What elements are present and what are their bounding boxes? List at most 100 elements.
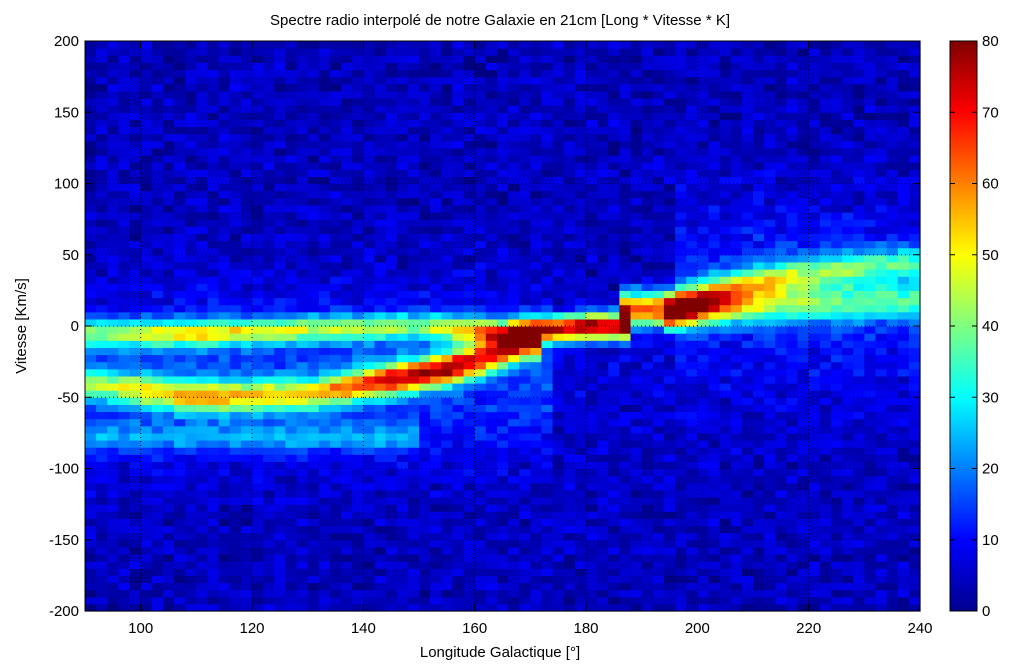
heatmap-cell bbox=[263, 504, 275, 512]
heatmap-cell bbox=[496, 283, 509, 291]
heatmap-cell bbox=[218, 596, 231, 605]
heatmap-cell bbox=[385, 390, 398, 398]
heatmap-cell bbox=[263, 518, 275, 527]
heatmap-cell bbox=[686, 354, 698, 363]
heatmap-cell bbox=[107, 383, 119, 391]
heatmap-cell bbox=[686, 596, 698, 605]
heatmap-cell bbox=[229, 546, 242, 555]
heatmap-cell bbox=[452, 226, 465, 234]
heatmap-cell bbox=[574, 468, 587, 477]
heatmap-cell bbox=[608, 147, 620, 156]
heatmap-cell bbox=[318, 105, 331, 113]
heatmap-cell bbox=[708, 133, 721, 142]
heatmap-cell bbox=[396, 404, 409, 413]
heatmap-cell bbox=[118, 318, 131, 327]
heatmap-cell bbox=[240, 383, 253, 391]
heatmap-cell bbox=[352, 83, 364, 92]
heatmap-cell bbox=[274, 169, 286, 177]
heatmap-cell bbox=[107, 69, 119, 78]
heatmap-cell bbox=[730, 518, 743, 527]
heatmap-cell bbox=[663, 62, 676, 71]
heatmap-cell bbox=[107, 347, 119, 356]
heatmap-cell bbox=[107, 90, 119, 99]
heatmap-cell bbox=[730, 454, 743, 462]
heatmap-cell bbox=[574, 546, 587, 555]
heatmap-cell bbox=[341, 354, 353, 363]
heatmap-cell bbox=[196, 575, 209, 584]
heatmap-cell bbox=[352, 497, 364, 505]
heatmap-cell bbox=[252, 269, 264, 277]
heatmap-cell bbox=[697, 98, 710, 106]
heatmap-cell bbox=[775, 368, 787, 377]
heatmap-cell bbox=[341, 397, 353, 405]
heatmap-cell bbox=[229, 226, 242, 234]
heatmap-cell bbox=[552, 290, 565, 299]
heatmap-cell bbox=[686, 247, 698, 256]
heatmap-cell bbox=[697, 333, 710, 341]
heatmap-cell bbox=[240, 347, 253, 356]
heatmap-cell bbox=[663, 582, 676, 591]
heatmap-cell bbox=[118, 461, 131, 470]
heatmap-cell bbox=[508, 190, 520, 199]
heatmap-cell bbox=[663, 233, 676, 242]
heatmap-cell bbox=[196, 497, 209, 505]
heatmap-cell bbox=[229, 432, 242, 441]
heatmap-cell bbox=[764, 240, 776, 249]
heatmap-cell bbox=[419, 511, 431, 519]
heatmap-cell bbox=[563, 98, 576, 106]
heatmap-cell bbox=[663, 112, 676, 120]
heatmap-cell bbox=[597, 518, 609, 527]
heatmap-cell bbox=[285, 55, 298, 63]
heatmap-cell bbox=[296, 76, 309, 85]
heatmap-cell bbox=[196, 354, 209, 363]
heatmap-cell bbox=[530, 55, 543, 63]
heatmap-cell bbox=[430, 112, 442, 120]
heatmap-cell bbox=[730, 261, 743, 270]
heatmap-cell bbox=[196, 326, 209, 334]
heatmap-cell bbox=[474, 418, 487, 427]
heatmap-cell bbox=[463, 504, 476, 512]
heatmap-cell bbox=[396, 532, 409, 541]
heatmap-cell bbox=[363, 347, 376, 356]
heatmap-cell bbox=[419, 383, 431, 391]
heatmap-cell bbox=[252, 254, 264, 263]
heatmap-cell bbox=[240, 169, 253, 177]
heatmap-cell bbox=[396, 283, 409, 291]
heatmap-cell bbox=[641, 333, 654, 341]
heatmap-cell bbox=[485, 525, 498, 534]
heatmap-cell bbox=[519, 147, 531, 156]
heatmap-cell bbox=[541, 447, 554, 455]
heatmap-cell bbox=[229, 375, 242, 384]
heatmap-cell bbox=[318, 440, 331, 448]
heatmap-cell bbox=[407, 233, 420, 242]
heatmap-cell bbox=[608, 69, 620, 78]
heatmap-cell bbox=[140, 119, 153, 128]
heatmap-cell bbox=[530, 596, 543, 605]
heatmap-cell bbox=[118, 411, 131, 420]
heatmap-cell bbox=[207, 411, 220, 420]
heatmap-cell bbox=[730, 212, 743, 220]
heatmap-cell bbox=[107, 461, 119, 470]
heatmap-cell bbox=[85, 304, 97, 313]
heatmap-cell bbox=[430, 48, 442, 56]
heatmap-cell bbox=[730, 575, 743, 584]
heatmap-cell bbox=[508, 204, 520, 213]
heatmap-cell bbox=[441, 283, 453, 291]
heatmap-cell bbox=[374, 105, 387, 113]
heatmap-cell bbox=[719, 575, 732, 584]
heatmap-cell bbox=[608, 375, 620, 384]
heatmap-cell bbox=[563, 440, 576, 448]
heatmap-cell bbox=[708, 390, 721, 398]
heatmap-cell bbox=[274, 155, 286, 163]
heatmap-cell bbox=[452, 418, 465, 427]
heatmap-cell bbox=[508, 269, 520, 277]
heatmap-cell bbox=[274, 318, 286, 327]
heatmap-cell bbox=[329, 368, 342, 377]
heatmap-cell bbox=[485, 69, 498, 78]
heatmap-cell bbox=[129, 404, 142, 413]
heatmap-cell bbox=[474, 226, 487, 234]
heatmap-cell bbox=[719, 233, 732, 242]
heatmap-cell bbox=[352, 596, 364, 605]
heatmap-cell bbox=[207, 76, 220, 85]
heatmap-cell bbox=[441, 354, 453, 363]
